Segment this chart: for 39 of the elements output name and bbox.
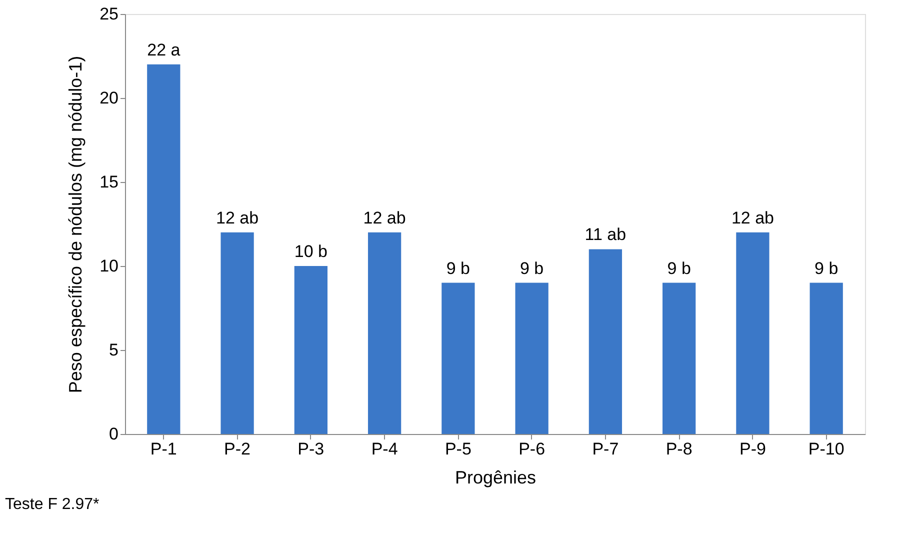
data-label: 9 b xyxy=(446,258,470,278)
y-axis-title: Peso específico de nódulos (mg nódulo-1) xyxy=(66,56,86,394)
y-tick-label: 10 xyxy=(100,256,118,276)
x-axis-title: Progênies xyxy=(454,468,536,488)
x-tick-label: P-9 xyxy=(739,440,766,458)
data-label: 22 a xyxy=(147,40,181,60)
data-label: 10 b xyxy=(294,242,328,261)
x-tick-label: P-6 xyxy=(518,440,546,458)
x-tick-label: P-7 xyxy=(592,440,619,458)
bar xyxy=(515,282,548,434)
x-tick-label: P-5 xyxy=(444,440,472,458)
bar xyxy=(147,64,180,434)
text: Teste F 2.97* xyxy=(5,496,100,513)
y-tick-label: 5 xyxy=(109,340,118,360)
bar xyxy=(442,282,475,434)
bar xyxy=(588,249,622,434)
data-label: 12 ab xyxy=(363,208,406,228)
x-tick-label: P-2 xyxy=(224,440,251,458)
x-tick-label: P-8 xyxy=(666,440,692,458)
x-tick-label: P-10 xyxy=(808,440,844,458)
y-tick-label: 15 xyxy=(100,172,118,192)
y-tick-label: 20 xyxy=(100,88,118,108)
bar xyxy=(368,232,402,434)
data-label: 11 ab xyxy=(584,225,626,244)
bar xyxy=(810,282,843,434)
data-label: 9 b xyxy=(667,258,691,278)
bar xyxy=(220,232,254,434)
bar xyxy=(736,232,770,434)
bar xyxy=(294,266,328,434)
data-label: 12 ab xyxy=(731,208,774,228)
y-tick-label: 25 xyxy=(100,4,118,24)
data-label: 9 b xyxy=(814,258,838,278)
x-tick-label: P-1 xyxy=(150,440,177,458)
x-tick-label: P-4 xyxy=(371,440,398,458)
y-tick-label: 0 xyxy=(109,424,118,444)
data-label: 9 b xyxy=(520,258,544,278)
x-tick-label: P-3 xyxy=(298,440,324,458)
bar xyxy=(662,282,696,434)
data-label: 12 ab xyxy=(216,208,259,228)
